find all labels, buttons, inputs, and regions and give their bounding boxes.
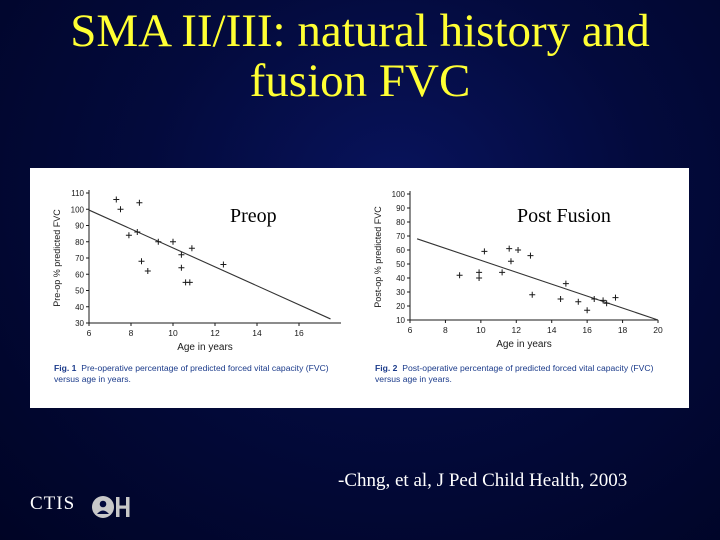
fig2-y-tick-label: 80 xyxy=(396,218,405,227)
fig1-data-point xyxy=(188,245,195,252)
fig2-y-tick-label: 50 xyxy=(396,260,405,269)
fig1-data-point xyxy=(178,264,185,271)
fig1-data-point xyxy=(136,199,143,206)
fig1-data-point xyxy=(186,279,193,286)
fig2-data-point xyxy=(603,300,610,307)
fig1-x-axis-label: Age in years xyxy=(177,342,233,353)
ctis-text: CTIS xyxy=(30,493,76,514)
fig2-y-tick-label: 40 xyxy=(396,274,405,283)
fig1-y-tick-label: 80 xyxy=(75,238,84,247)
fig2-x-tick-label: 8 xyxy=(443,325,448,335)
fig2-data-point xyxy=(527,252,534,259)
fig2-data-point xyxy=(612,294,619,301)
fig2-data-point xyxy=(515,247,522,253)
fig1-data-point xyxy=(117,206,124,213)
figure-panel: 30 40 50 60 70 80 90 100 110 6 8 10 12 14 16 Age in yea… xyxy=(30,168,689,408)
fig2-x-tick-label: 18 xyxy=(618,325,628,335)
fig2-data-point xyxy=(575,298,582,305)
fig2-y-tick-label: 70 xyxy=(396,232,405,241)
post-fusion-label: Post Fusion xyxy=(517,205,611,227)
figure-2-caption: Fig. 2 Post-operative percentage of pred… xyxy=(375,363,675,385)
fig1-data-point xyxy=(220,261,227,268)
fig1-data-point xyxy=(113,196,120,203)
fig1-data-point xyxy=(155,238,162,245)
fig1-y-tick-label: 50 xyxy=(75,287,84,296)
fig2-y-tick-label: 100 xyxy=(392,190,406,199)
fig2-y-tick-label: 90 xyxy=(396,204,405,213)
fig2-data-point xyxy=(591,296,598,302)
fig2-x-tick-label: 20 xyxy=(653,325,663,335)
figure-1-caption-text: Pre-operative percentage of predicted fo… xyxy=(54,363,329,384)
fig2-y-tick-label: 10 xyxy=(396,316,405,325)
fig2-data-point xyxy=(600,297,607,304)
fig2-x-axis-label: Age in years xyxy=(496,339,552,350)
fig1-trend-line xyxy=(88,209,331,320)
citation: -Chng, et al, J Ped Child Health, 2003 xyxy=(338,470,628,491)
fig2-data-point xyxy=(584,307,591,314)
fig1-y-tick-label: 70 xyxy=(75,254,84,263)
fig2-x-tick-label: 10 xyxy=(476,325,486,335)
slide-title-line2: fusion FVC xyxy=(249,55,471,107)
preop-label: Preop xyxy=(230,205,277,227)
fig1-data-point xyxy=(144,268,151,274)
scatter-plots: 30 40 50 60 70 80 90 100 110 6 8 10 12 14 16 Age in yea… xyxy=(52,189,663,353)
fig1-x-tick-label: 8 xyxy=(129,328,134,338)
slide-title: SMA II/III: natural history and fusion F… xyxy=(0,6,720,106)
fig1-data-point xyxy=(178,251,185,258)
fig1-data-point xyxy=(134,229,141,235)
fig2-y-tick-label: 30 xyxy=(396,288,405,297)
fig1-y-tick-label: 30 xyxy=(75,319,84,328)
fig2-y-tick-label: 20 xyxy=(396,302,405,311)
fig2-data-point xyxy=(529,291,536,298)
fig2-data-point xyxy=(476,269,483,276)
fig1-y-tick-label: 40 xyxy=(75,303,84,312)
fig1-x-tick-label: 14 xyxy=(252,328,262,338)
fig2-x-tick-label: 12 xyxy=(512,325,522,335)
fig1-y-axis-label: Pre-op % predicted FVC xyxy=(52,209,62,307)
fig2-data-point xyxy=(507,258,514,265)
fig1-x-tick-label: 10 xyxy=(168,328,178,338)
fig2-data-point xyxy=(506,245,513,252)
figure-2-caption-text: Post-operative percentage of predicted f… xyxy=(375,363,654,384)
fig1-data-point xyxy=(138,258,145,265)
fig1-x-tick-label: 16 xyxy=(294,328,304,338)
fig2-data-point xyxy=(481,248,488,255)
fig2-data-point xyxy=(456,272,463,279)
fig1-data-point xyxy=(125,232,132,239)
fig1-y-tick-label: 90 xyxy=(75,222,84,231)
fig2-x-tick-label: 16 xyxy=(582,325,592,335)
fig2-data-point xyxy=(562,280,569,287)
figure-2-number: Fig. 2 xyxy=(375,363,398,373)
fig2-data-point xyxy=(557,296,564,302)
fig2-x-tick-label: 6 xyxy=(408,325,413,335)
ctis-logo-icon xyxy=(92,496,130,518)
slide-title-line1: SMA II/III: natural history and xyxy=(70,5,650,57)
fig1-y-tick-label: 60 xyxy=(75,270,84,279)
fig1-x-tick-label: 12 xyxy=(210,328,220,338)
fig2-data-point xyxy=(499,269,506,276)
fig1-y-tick-label: 110 xyxy=(71,189,84,198)
fig1-x-tick-label: 6 xyxy=(87,328,92,338)
fig2-y-axis-label: Post-op % predicted FVC xyxy=(373,206,383,308)
fig2-x-tick-label: 14 xyxy=(547,325,557,335)
figure-1-caption: Fig. 1 Pre-operative percentage of predi… xyxy=(54,363,354,385)
fig2-y-tick-label: 60 xyxy=(396,246,405,255)
fig2-data-point xyxy=(476,275,483,281)
fig1-data-point xyxy=(170,238,176,245)
fig1-y-tick-label: 100 xyxy=(71,205,85,214)
figure-1-number: Fig. 1 xyxy=(54,363,77,373)
fig2-trend-line xyxy=(416,238,659,321)
